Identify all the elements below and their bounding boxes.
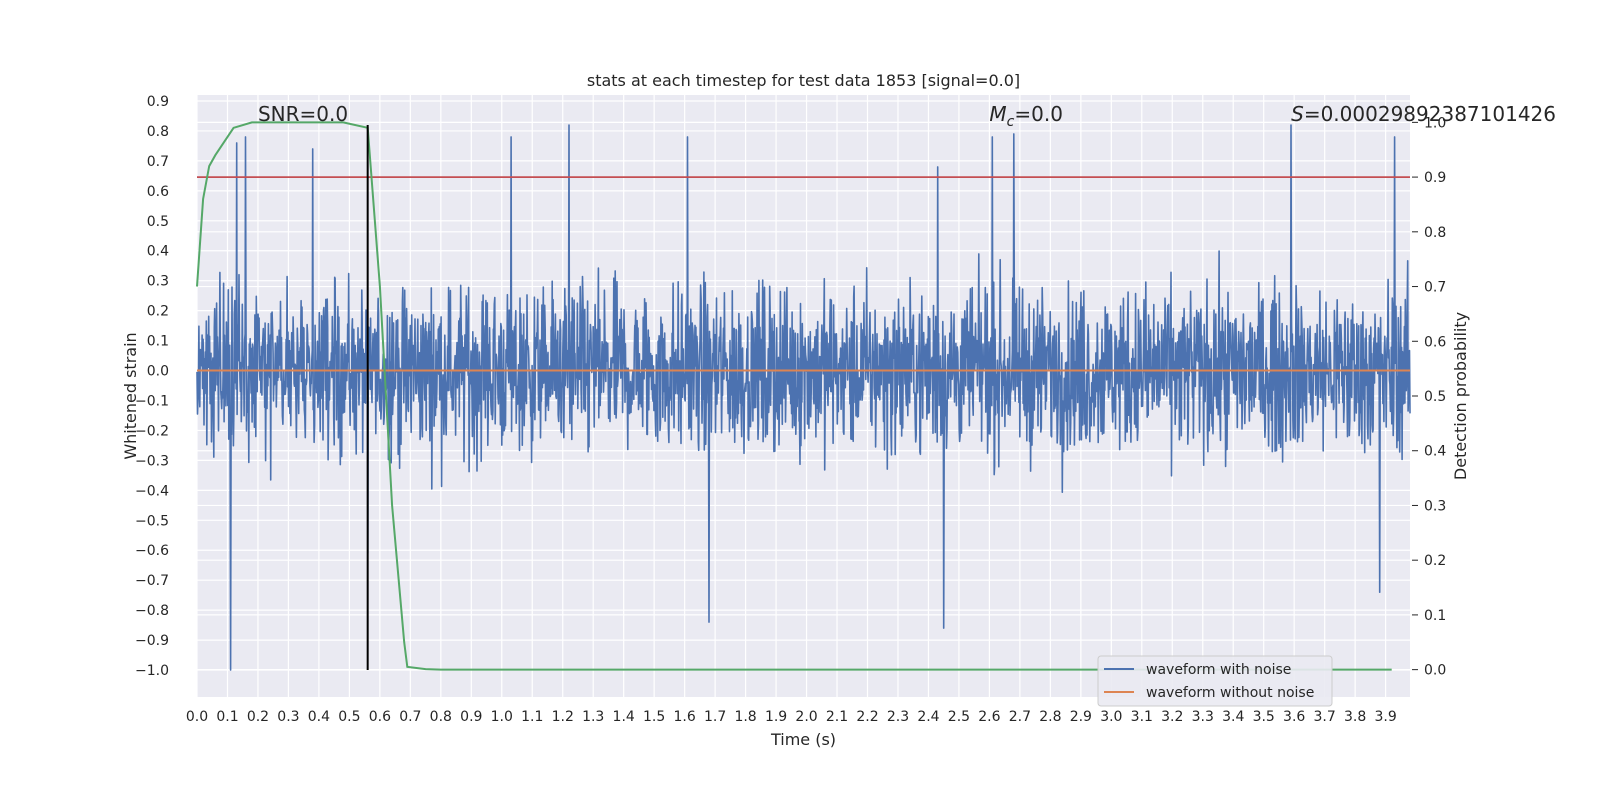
- x-tick-label: 2.4: [917, 709, 939, 725]
- y2-tick-label: 0.0: [1424, 663, 1446, 679]
- x-tick-label: 1.5: [643, 709, 665, 725]
- mc-symbol: M: [989, 102, 1006, 126]
- x-tick-label: 1.0: [491, 709, 513, 725]
- y2-tick-label: 0.2: [1424, 553, 1446, 569]
- y2-tick-label: 0.4: [1424, 444, 1446, 460]
- legend-label-waveform-without-noise: waveform without noise: [1146, 685, 1314, 701]
- y-tick-label: −0.1: [135, 393, 169, 409]
- y2-tick-label: 0.3: [1424, 498, 1446, 514]
- x-tick-label: 0.1: [216, 709, 238, 725]
- legend-label-waveform-with-noise: waveform with noise: [1146, 662, 1291, 678]
- x-tick-label: 3.1: [1131, 709, 1153, 725]
- x-tick-label: 3.4: [1222, 709, 1244, 725]
- y-tick-label: 0.9: [147, 94, 169, 110]
- x-tick-label: 2.8: [1039, 709, 1061, 725]
- snr-annotation: SNR=0.0: [258, 102, 348, 126]
- x-tick-label: 2.7: [1009, 709, 1031, 725]
- chart-title: stats at each timestep for test data 185…: [587, 71, 1020, 90]
- x-tick-label: 1.8: [734, 709, 756, 725]
- y-tick-label: 0.2: [147, 304, 169, 320]
- s-annotation: S=0.00029892387101426: [1291, 102, 1556, 126]
- x-tick-label: 0.7: [399, 709, 421, 725]
- y-tick-label: −0.7: [135, 573, 169, 589]
- x-tick-label: 0.4: [308, 709, 330, 725]
- x-tick-label: 3.6: [1283, 709, 1305, 725]
- x-tick-label: 1.2: [552, 709, 574, 725]
- y2-tick-label: 0.5: [1424, 389, 1446, 405]
- series-waveform-with-noise: [196, 124, 1411, 671]
- y-tick-label: 0.4: [147, 244, 169, 260]
- y2-tick-label: 1.0: [1424, 115, 1446, 131]
- x-tick-label: 3.9: [1374, 709, 1396, 725]
- y-tick-label: −0.3: [135, 453, 169, 469]
- y-tick-label: 0.3: [147, 274, 169, 290]
- series-detection-probability: [196, 121, 1392, 671]
- y2-tick-label: 0.6: [1424, 334, 1446, 350]
- legend: waveform with noise waveform without noi…: [1097, 655, 1333, 707]
- series-layer: [196, 121, 1411, 671]
- x-tick-label: 2.5: [948, 709, 970, 725]
- x-tick-label: 2.1: [826, 709, 848, 725]
- x-tick-label: 0.5: [338, 709, 360, 725]
- x-tick-label: 1.9: [765, 709, 787, 725]
- x-tick-label: 0.6: [369, 709, 391, 725]
- x-tick-label: 2.3: [887, 709, 909, 725]
- x-tick-label: 0.3: [277, 709, 299, 725]
- mc-value: =0.0: [1014, 102, 1063, 126]
- y-tick-label: 0.1: [147, 334, 169, 350]
- x-tick-label: 2.9: [1070, 709, 1092, 725]
- x-tick-label: 3.5: [1253, 709, 1275, 725]
- y-tick-label: 0.8: [147, 124, 169, 140]
- y-tick-label: −0.4: [135, 483, 169, 499]
- legend-box: [1097, 655, 1333, 707]
- y2-tick-label: 0.9: [1424, 170, 1446, 186]
- x-tick-label: 1.6: [674, 709, 696, 725]
- x-tick-label: 2.2: [856, 709, 878, 725]
- x-axis-label: Time (s): [770, 730, 836, 749]
- x-tick-label: 3.8: [1344, 709, 1366, 725]
- y2-axis-label: Detection probability: [1451, 312, 1470, 480]
- y-tick-label: −0.5: [135, 513, 169, 529]
- y-tick-label: 0.6: [147, 184, 169, 200]
- chirp-mass-annotation: Mc=0.0: [989, 102, 1063, 130]
- y2-tick-label: 0.7: [1424, 280, 1446, 296]
- x-tick-label: 2.6: [978, 709, 1000, 725]
- x-tick-label: 0.9: [460, 709, 482, 725]
- y-tick-label: −0.2: [135, 423, 169, 439]
- x-tick-label: 0.0: [186, 709, 208, 725]
- s-value: =0.00029892387101426: [1304, 102, 1556, 126]
- x-tick-label: 3.2: [1161, 709, 1183, 725]
- y2-tick-label: 0.1: [1424, 608, 1446, 624]
- x-tick-label: 2.0: [795, 709, 817, 725]
- mc-subscript: c: [1007, 114, 1015, 130]
- y2-tick-label: 0.8: [1424, 225, 1446, 241]
- x-tick-label: 0.8: [430, 709, 452, 725]
- y-tick-label: 0.5: [147, 214, 169, 230]
- x-tick-label: 3.3: [1192, 709, 1214, 725]
- x-tick-label: 3.7: [1314, 709, 1336, 725]
- y-tick-label: −0.9: [135, 633, 169, 649]
- x-tick-label: 1.7: [704, 709, 726, 725]
- x-tick-label: 1.1: [521, 709, 543, 725]
- x-tick-label: 0.2: [247, 709, 269, 725]
- y-tick-label: −0.8: [135, 603, 169, 619]
- x-tick-label: 1.4: [613, 709, 635, 725]
- y-tick-label: −0.6: [135, 543, 169, 559]
- y-axis-label: Whitened strain: [121, 332, 140, 459]
- y-tick-label: 0.7: [147, 154, 169, 170]
- y-tick-label: 0.0: [147, 364, 169, 380]
- x-tick-label: 3.0: [1100, 709, 1122, 725]
- axes-layer: 0.0 0.1 0.2 0.3 0.4 0.5 0.6 0.7 0.8 0.9 1.0 1.1 1.2 1…: [135, 94, 1446, 725]
- s-symbol: S: [1291, 102, 1304, 126]
- x-tick-label: 1.3: [582, 709, 604, 725]
- y-tick-label: −1.0: [135, 663, 169, 679]
